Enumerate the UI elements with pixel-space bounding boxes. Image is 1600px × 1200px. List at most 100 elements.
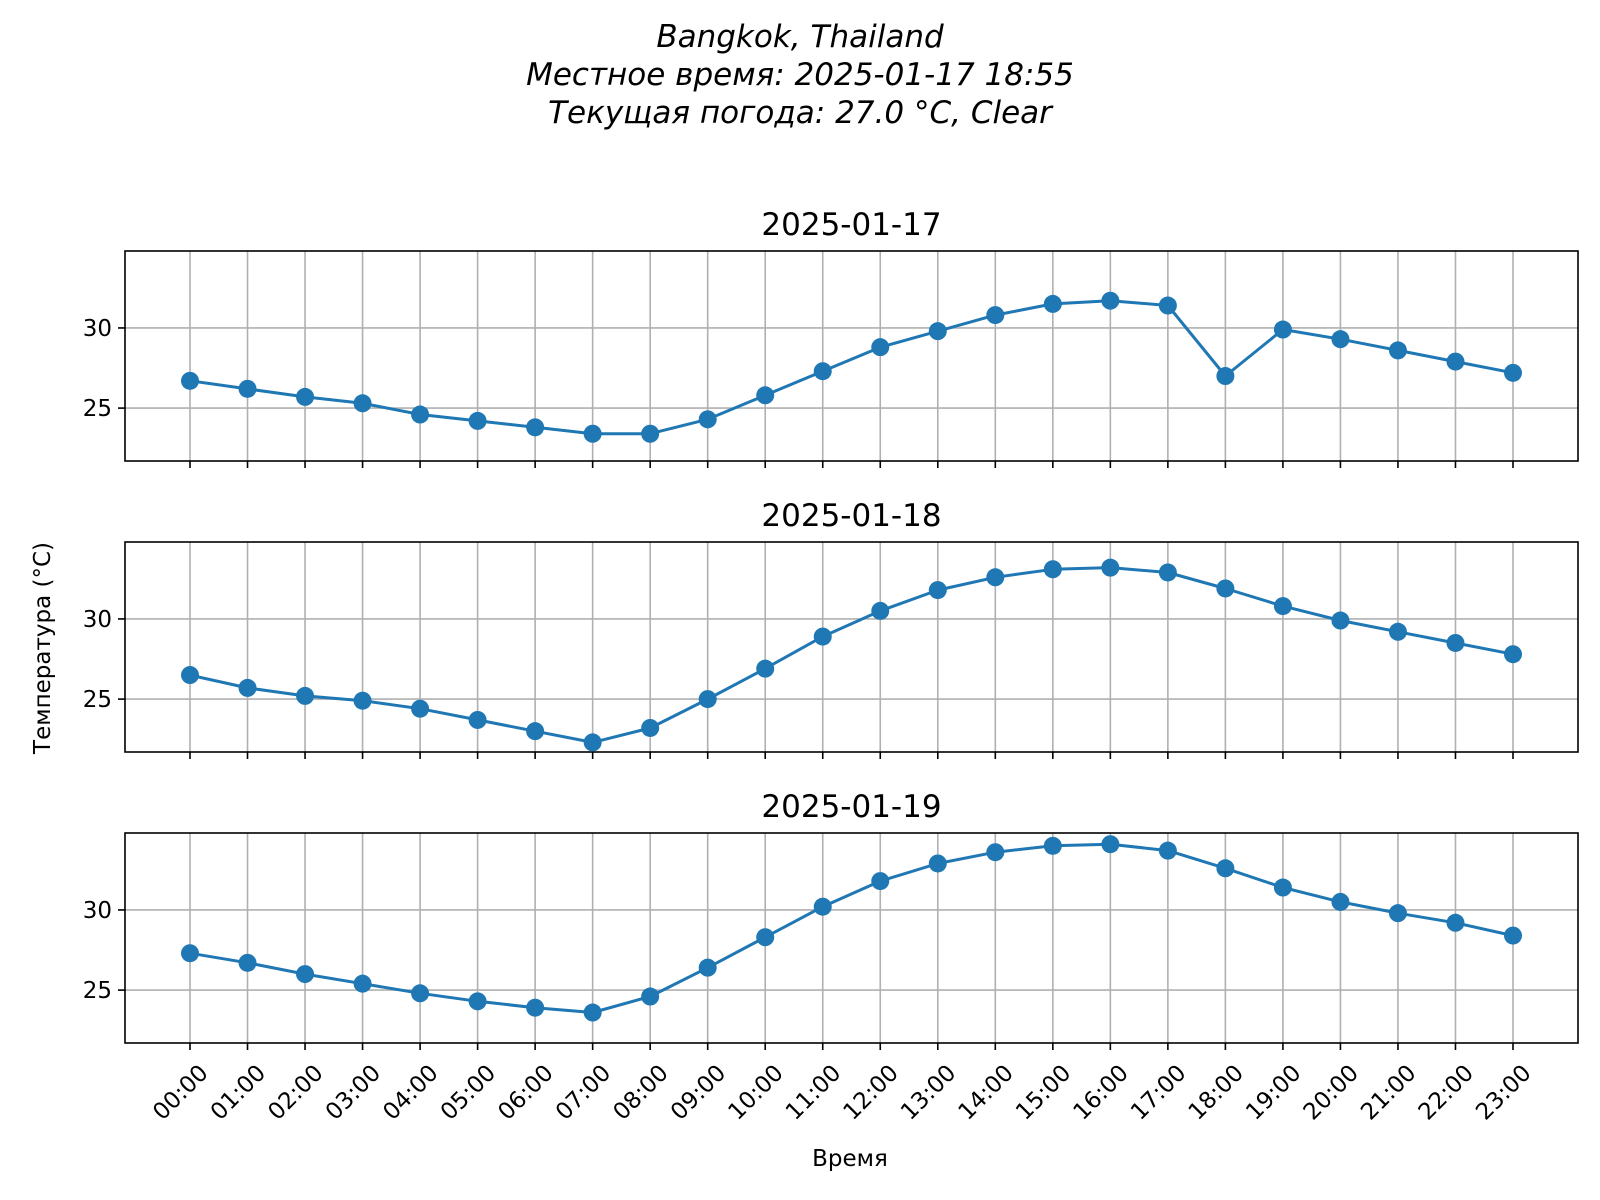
x-tick-label: 02:00 xyxy=(263,1060,328,1125)
panel-3-data-point xyxy=(1043,836,1062,855)
panel-1-data-point xyxy=(296,387,315,406)
chart-suptitle-current-weather: Текущая погода: 27.0 °C, Clear xyxy=(548,95,1052,131)
panel-1-data-point xyxy=(1273,320,1292,339)
panel-2-data-point xyxy=(1446,633,1465,652)
panel-3-data-point xyxy=(296,965,315,984)
panel-2-data-point xyxy=(1504,645,1522,664)
panel-3-data-point xyxy=(813,897,832,916)
panel-1-data-point xyxy=(1216,367,1235,386)
panel-3-data-point xyxy=(698,958,717,977)
x-tick-label: 01:00 xyxy=(206,1060,271,1125)
x-tick-label: 21:00 xyxy=(1356,1060,1421,1125)
panel-1-data-point xyxy=(756,386,775,405)
panel-3-data-point xyxy=(1273,878,1292,897)
panel-1-data-point xyxy=(986,306,1005,325)
panel-1-data-point xyxy=(928,322,947,341)
panel-1-data-point xyxy=(468,411,487,430)
x-tick-label: 19:00 xyxy=(1241,1060,1306,1125)
panel-2-data-point xyxy=(181,666,199,685)
panel-3-data-point xyxy=(238,953,257,972)
panel-3-data-point xyxy=(986,843,1005,862)
panel-1-data-point xyxy=(1388,341,1407,360)
panel-2-data-point xyxy=(1216,579,1235,598)
x-tick-label: 00:00 xyxy=(148,1060,213,1125)
panel-2-data-point xyxy=(928,581,947,600)
panel-3-data-point xyxy=(871,872,890,891)
x-tick-label: 11:00 xyxy=(781,1060,846,1125)
panel-2-axes-frame xyxy=(124,541,1579,753)
x-tick-label: 10:00 xyxy=(724,1060,789,1125)
panel-1-ytick-label: 30 xyxy=(83,316,112,342)
panel-2-data-point xyxy=(353,691,372,710)
x-tick-label: 09:00 xyxy=(666,1060,731,1125)
panel-3-ytick-label: 30 xyxy=(83,898,112,924)
x-tick-label: 22:00 xyxy=(1414,1060,1479,1125)
panel-3-data-point xyxy=(1504,926,1522,945)
panel-2-data-point xyxy=(813,627,832,646)
panel-2-data-point xyxy=(1043,560,1062,579)
panel-3-ytick-label: 25 xyxy=(83,978,112,1004)
x-tick-label: 20:00 xyxy=(1299,1060,1364,1125)
y-axis-label: Температура (°C) xyxy=(30,542,56,755)
panel-1-data-point xyxy=(641,424,660,443)
x-tick-label: 05:00 xyxy=(436,1060,501,1125)
panel-1-data-point xyxy=(698,410,717,429)
panel-2-data-point xyxy=(871,601,890,620)
panel-1-data-point xyxy=(1101,291,1120,310)
panel-3-axes-frame xyxy=(124,832,1579,1044)
panel-1-data-point xyxy=(353,394,372,413)
panel-3-data-point xyxy=(181,944,199,963)
x-tick-label: 03:00 xyxy=(321,1060,386,1125)
x-tick-label: 15:00 xyxy=(1011,1060,1076,1125)
x-tick-label: 18:00 xyxy=(1184,1060,1249,1125)
panel-2-data-point xyxy=(1158,563,1177,582)
chart-suptitle-location: Bangkok, Thailand xyxy=(656,19,944,55)
panel-2-data-point xyxy=(698,690,717,709)
panel-1-axes-frame xyxy=(124,250,1579,462)
panel-3-data-point xyxy=(526,998,545,1017)
panel-1-title: 2025-01-17 xyxy=(761,207,941,243)
panel-2-data-point xyxy=(986,568,1005,587)
panel-2-title: 2025-01-18 xyxy=(761,498,941,534)
panel-2-ytick-label: 25 xyxy=(83,687,112,713)
panel-2-data-point xyxy=(1273,597,1292,616)
panel-1-data-point xyxy=(1043,294,1062,313)
panel-2-ytick-label: 30 xyxy=(83,607,112,633)
x-tick-label: 07:00 xyxy=(551,1060,616,1125)
panel-2-data-point xyxy=(1101,558,1120,577)
x-tick-label: 17:00 xyxy=(1126,1060,1191,1125)
panel-1-series-line xyxy=(189,299,1514,436)
x-tick-label: 12:00 xyxy=(839,1060,904,1125)
panel-3-title: 2025-01-19 xyxy=(761,789,941,825)
panel-3-data-point xyxy=(928,854,947,873)
x-axis-label: Время xyxy=(812,1146,888,1172)
x-tick-label: 14:00 xyxy=(954,1060,1019,1125)
panel-2-data-point xyxy=(468,710,487,729)
panel-3-data-point xyxy=(468,992,487,1011)
panel-1-data-point xyxy=(238,379,257,398)
panel-1-data-point xyxy=(813,362,832,381)
panel-3-data-point xyxy=(756,928,775,947)
panel-3-data-point xyxy=(1446,913,1465,932)
panel-1-data-point xyxy=(583,424,602,443)
x-tick-label: 16:00 xyxy=(1069,1060,1134,1125)
panel-1-ytick-label: 25 xyxy=(83,396,112,422)
panel-1-data-point xyxy=(1331,330,1350,349)
x-tick-label: 23:00 xyxy=(1471,1060,1536,1125)
panel-2-data-point xyxy=(1388,622,1407,641)
panel-2-data-point xyxy=(238,678,257,697)
x-tick-label: 06:00 xyxy=(493,1060,558,1125)
x-tick-label: 13:00 xyxy=(896,1060,961,1125)
panel-3-data-point xyxy=(1101,835,1120,854)
panel-2-data-point xyxy=(1331,611,1350,630)
panel-2-data-point xyxy=(756,659,775,678)
panel-1-data-point xyxy=(1158,296,1177,315)
x-tick-label: 08:00 xyxy=(608,1060,673,1125)
panel-1-data-point xyxy=(181,371,199,390)
panel-1-data-point xyxy=(871,338,890,357)
chart-suptitle-local-time: Местное время: 2025-01-17 18:55 xyxy=(526,57,1074,93)
panel-2-data-point xyxy=(583,733,602,752)
panel-1-data-point xyxy=(1446,352,1465,371)
panel-3-data-point xyxy=(1158,841,1177,860)
